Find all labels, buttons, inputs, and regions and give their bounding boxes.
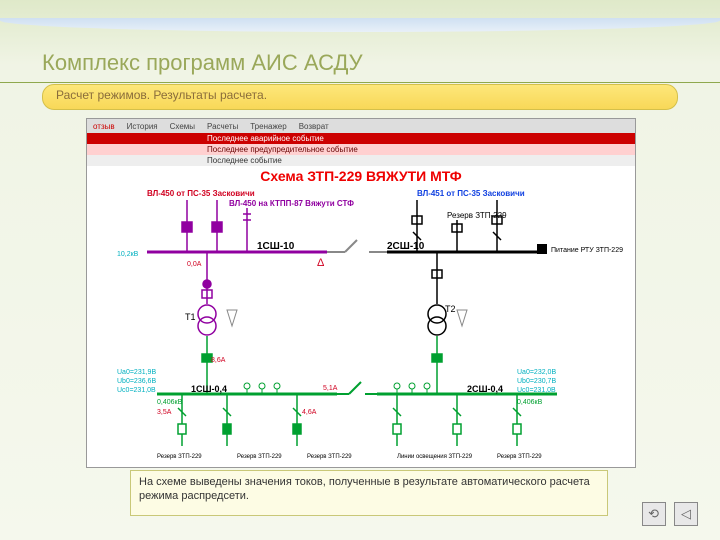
single-line-diagram: ВЛ-450 от ПС-35 Засковичи ВЛ-450 на КТПП…	[87, 186, 635, 468]
v04-left: 0,406кВ	[157, 399, 183, 406]
arrow-t2	[457, 310, 467, 326]
page-title: Комплекс программ АИС АСДУ	[42, 50, 363, 76]
ground-left	[244, 383, 280, 394]
ua-right: Ua0=232,0В	[517, 369, 556, 376]
ua-left: Ua0=231,9В	[117, 369, 156, 376]
tab-review[interactable]: отзыв	[87, 122, 121, 131]
v04-right: 0,406кВ	[517, 399, 543, 406]
ub-left: Ub0=236,6В	[117, 378, 156, 385]
bus-1sh10-voltage: 10,2кВ	[117, 251, 139, 258]
t2-label: Т2	[445, 304, 456, 314]
tab-return[interactable]: Возврат	[293, 122, 335, 131]
legend-label: Питание РТУ ЗТП-229	[551, 247, 623, 254]
feeder-vl450-ktpp: ВЛ-450 на КТПП-87 Вяжути СТФ	[229, 199, 354, 208]
current-i2: 8,6А	[211, 357, 226, 364]
t2-secondary	[432, 336, 442, 394]
nav-back-button[interactable]: ⟲	[642, 502, 666, 526]
bus-1sh04-label: 1СШ-0,4	[191, 384, 227, 394]
incoming-right-group	[412, 200, 502, 252]
tab-calc[interactable]: Расчеты	[201, 122, 244, 131]
tab-trainer[interactable]: Тренажер	[244, 122, 292, 131]
schematic-title: Схема ЗТП-229 ВЯЖУТИ МТФ	[87, 168, 635, 184]
caption: На схеме выведены значения токов, получе…	[130, 470, 608, 516]
ub-right: Ub0=230,7В	[517, 378, 556, 385]
bus-2sh10-label: 2СШ-10	[387, 241, 425, 252]
t1-label: Т1	[185, 312, 196, 322]
current-i1: 0,0А	[187, 261, 202, 268]
subtitle: Расчет режимов. Результаты расчета.	[56, 88, 267, 102]
feeder-vl451: ВЛ-451 от ПС-35 Засковичи	[417, 189, 525, 198]
divider	[0, 82, 720, 83]
schematic-panel: отзыв История Схемы Расчеты Тренажер Воз…	[86, 118, 636, 468]
out-lbl-3: Резерв ЗТП-229	[307, 454, 352, 460]
tie04-open	[349, 382, 361, 394]
bus-tie-open	[345, 240, 357, 252]
alarm-bar-emergency: Последнее аварийное событие	[87, 133, 635, 144]
out-lbl-2: Резерв ЗТП-229	[237, 454, 282, 460]
out-lbl-1: Резерв ЗТП-229	[157, 454, 202, 460]
legend-swatch	[537, 244, 547, 254]
nav-prev-button[interactable]: ◁	[674, 502, 698, 526]
outgoing-feeders	[178, 394, 521, 446]
arrow-t1	[227, 310, 237, 326]
bus-1sh10-label: 1СШ-10	[257, 241, 295, 252]
tab-schemes[interactable]: Схемы	[164, 122, 201, 131]
nav-controls: ⟲ ◁	[638, 502, 698, 526]
delta-symbol: Δ	[317, 257, 325, 269]
current-i3: 5,1А	[323, 385, 338, 392]
current-i5: 4,6А	[302, 409, 317, 416]
bus-2sh04-label: 2СШ-0,4	[467, 384, 503, 394]
feeder-vl450-zask: ВЛ-450 от ПС-35 Засковичи	[147, 189, 255, 198]
t2-branch	[428, 252, 446, 335]
tab-bar: отзыв История Схемы Расчеты Тренажер Воз…	[87, 119, 635, 133]
alarm-bar-warning: Последнее предупредительное событие	[87, 144, 635, 155]
alarm-bar-event: Последнее событие	[87, 155, 635, 166]
uc-right: Uc0=231,0В	[517, 387, 556, 394]
out-lbl-4: Линии освещения ЗТП-229	[397, 454, 473, 460]
top-ribbon	[0, 18, 720, 32]
tab-history[interactable]: История	[121, 122, 164, 131]
out-lbl-5: Резерв ЗТП-229	[497, 454, 542, 460]
current-i4: 3,5А	[157, 409, 172, 416]
uc-left: Uc0=231,0В	[117, 387, 156, 394]
ground-right	[394, 383, 430, 394]
